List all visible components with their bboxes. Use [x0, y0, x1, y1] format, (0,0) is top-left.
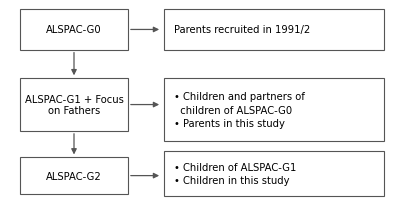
FancyBboxPatch shape: [20, 10, 128, 51]
FancyBboxPatch shape: [164, 152, 384, 196]
FancyBboxPatch shape: [20, 158, 128, 194]
Text: ALSPAC-G2: ALSPAC-G2: [46, 171, 102, 181]
Text: • Children and partners of
  children of ALSPAC-G0
• Parents in this study: • Children and partners of children of A…: [174, 92, 305, 128]
FancyBboxPatch shape: [20, 79, 128, 131]
Text: Parents recruited in 1991/2: Parents recruited in 1991/2: [174, 25, 310, 35]
Text: ALSPAC-G0: ALSPAC-G0: [46, 25, 102, 35]
FancyBboxPatch shape: [164, 79, 384, 141]
FancyBboxPatch shape: [164, 10, 384, 51]
Text: ALSPAC-G1 + Focus
on Fathers: ALSPAC-G1 + Focus on Fathers: [24, 94, 124, 116]
Text: • Children of ALSPAC-G1
• Children in this study: • Children of ALSPAC-G1 • Children in th…: [174, 162, 296, 185]
